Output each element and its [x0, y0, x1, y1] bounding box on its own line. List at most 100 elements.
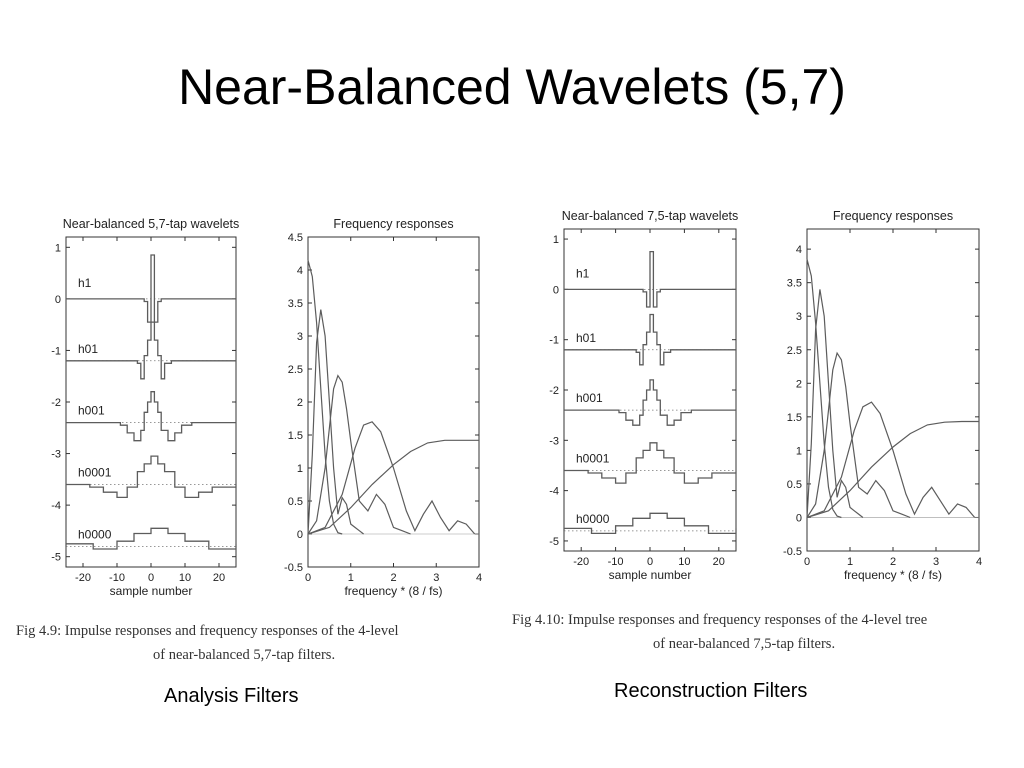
x-tick-label: -10 — [608, 556, 624, 568]
x-tick-label: 4 — [976, 556, 982, 568]
x-tick-label: 3 — [933, 556, 939, 568]
impulse-trace-h01 — [66, 321, 236, 380]
y-tick-label: -5 — [51, 552, 61, 564]
x-tick-label: 20 — [213, 572, 225, 584]
x-axis-label: frequency * (8 / fs) — [844, 568, 942, 582]
y-tick-label: -4 — [51, 500, 61, 512]
y-tick-label: -0.5 — [783, 546, 802, 558]
freq-curve-h0000 — [806, 259, 842, 519]
x-tick-label: 0 — [804, 556, 810, 568]
x-tick-label: 10 — [678, 556, 690, 568]
x-tick-label: 3 — [433, 572, 439, 584]
y-tick-label: -3 — [51, 449, 61, 461]
trace-label-h01: h01 — [78, 342, 98, 356]
y-tick-label: 2 — [796, 378, 802, 390]
y-tick-label: -4 — [549, 486, 559, 498]
freq-curve-h001 — [307, 374, 411, 535]
trace-label-h001: h001 — [78, 404, 105, 418]
plot-frame — [806, 228, 980, 552]
freq-curve-h1 — [307, 439, 479, 535]
y-tick-label: -2 — [51, 397, 61, 409]
x-axis-label: sample number — [110, 584, 193, 598]
plot-frame — [307, 236, 480, 568]
y-tick-label: 3 — [297, 331, 303, 343]
x-tick-label: 0 — [647, 556, 653, 568]
y-tick-label: -2 — [549, 385, 559, 397]
y-tick-label: -0.5 — [284, 562, 303, 574]
y-tick-label: 0 — [553, 284, 559, 296]
x-tick-label: 0 — [305, 572, 311, 584]
x-tick-label: -20 — [75, 572, 91, 584]
caption-line1: Impulse responses and frequency response… — [64, 623, 399, 639]
trace-label-h0001: h0001 — [78, 466, 112, 480]
caption-fig-4-9-line2: of near-balanced 5,7-tap filters. — [153, 647, 336, 663]
frequency-chart-reconstruction: Frequency responses frequency * (8 / fs) 0… — [783, 209, 982, 582]
x-tick-label: 2 — [890, 556, 896, 568]
y-tick-label: -3 — [549, 435, 559, 447]
x-tick-label: 1 — [847, 556, 853, 568]
trace-label-h1: h1 — [576, 266, 590, 280]
x-tick-label: 10 — [179, 572, 191, 584]
impulse-trace-h1 — [564, 250, 736, 308]
impulse-trace-h0000 — [65, 527, 237, 550]
freq-curve-h0001 — [307, 309, 364, 535]
x-tick-label: 2 — [390, 572, 396, 584]
y-tick-label: 3.5 — [787, 278, 802, 290]
y-tick-label: 4.5 — [288, 232, 303, 244]
y-tick-label: -1 — [51, 345, 61, 357]
trace-label-h0000: h0000 — [78, 527, 112, 541]
chart-title: Near-balanced 5,7-tap wavelets — [63, 217, 240, 231]
caption-line1: Impulse responses and frequency response… — [568, 612, 928, 628]
y-tick-label: 2.5 — [288, 364, 303, 376]
y-tick-label: 1.5 — [288, 430, 303, 442]
impulse-trace-h0000 — [563, 512, 737, 535]
y-tick-label: 0 — [796, 512, 802, 524]
x-axis-label: sample number — [609, 568, 692, 582]
y-tick-label: 0 — [55, 294, 61, 306]
freq-curve-h01 — [806, 401, 976, 519]
y-tick-label: 1 — [796, 445, 802, 457]
caption-fig-4-10-line2: of near-balanced 7,5-tap filters. — [653, 636, 836, 652]
trace-label-h0000: h0000 — [576, 512, 610, 526]
freq-curve-h001 — [806, 351, 911, 519]
y-tick-label: 0.5 — [288, 496, 303, 508]
x-tick-label: 20 — [713, 556, 725, 568]
trace-label-h001: h001 — [576, 391, 603, 405]
impulse-trace-h0001 — [564, 442, 737, 484]
caption-fig-number: Fig 4.9: — [16, 623, 62, 639]
x-tick-label: 1 — [348, 572, 354, 584]
y-tick-label: 4 — [297, 265, 303, 277]
chart-title: Near-balanced 7,5-tap wavelets — [562, 209, 739, 223]
impulse-trace-h001 — [66, 391, 236, 442]
trace-label-h1: h1 — [78, 276, 92, 290]
freq-curve-h01 — [307, 421, 476, 535]
x-tick-label: 0 — [148, 572, 154, 584]
y-tick-label: 1.5 — [787, 412, 802, 424]
trace-label-h0001: h0001 — [576, 452, 610, 466]
freq-curve-h0001 — [806, 289, 864, 518]
y-tick-label: 2 — [297, 397, 303, 409]
freq-curve-h1 — [806, 420, 979, 519]
y-tick-label: 4 — [796, 244, 802, 256]
caption-fig-4-10: Fig 4.10: Impulse responses and frequenc… — [512, 610, 927, 630]
y-tick-label: 0 — [297, 529, 303, 541]
y-tick-label: 1 — [297, 463, 303, 475]
y-tick-label: -5 — [549, 536, 559, 548]
reconstruction-filters-label: Reconstruction Filters — [614, 680, 808, 702]
y-tick-label: 3 — [796, 311, 802, 323]
y-tick-label: 0.5 — [787, 479, 802, 491]
y-tick-label: 3.5 — [288, 298, 303, 310]
x-tick-label: -20 — [573, 556, 589, 568]
x-tick-label: 4 — [476, 572, 482, 584]
impulse-trace-h001 — [564, 379, 736, 426]
impulse-trace-h01 — [564, 313, 736, 366]
frequency-chart-analysis: Frequency responses frequency * (8 / fs) 0… — [284, 217, 482, 598]
chart-title: Frequency responses — [333, 217, 453, 231]
impulse-trace-h0001 — [66, 455, 237, 499]
x-axis-label: frequency * (8 / fs) — [344, 584, 442, 598]
slide-title: Near-Balanced Wavelets (5,7) — [178, 59, 846, 115]
chart-title: Frequency responses — [833, 209, 953, 223]
x-tick-label: -10 — [109, 572, 125, 584]
analysis-filters-label: Analysis Filters — [164, 685, 299, 707]
